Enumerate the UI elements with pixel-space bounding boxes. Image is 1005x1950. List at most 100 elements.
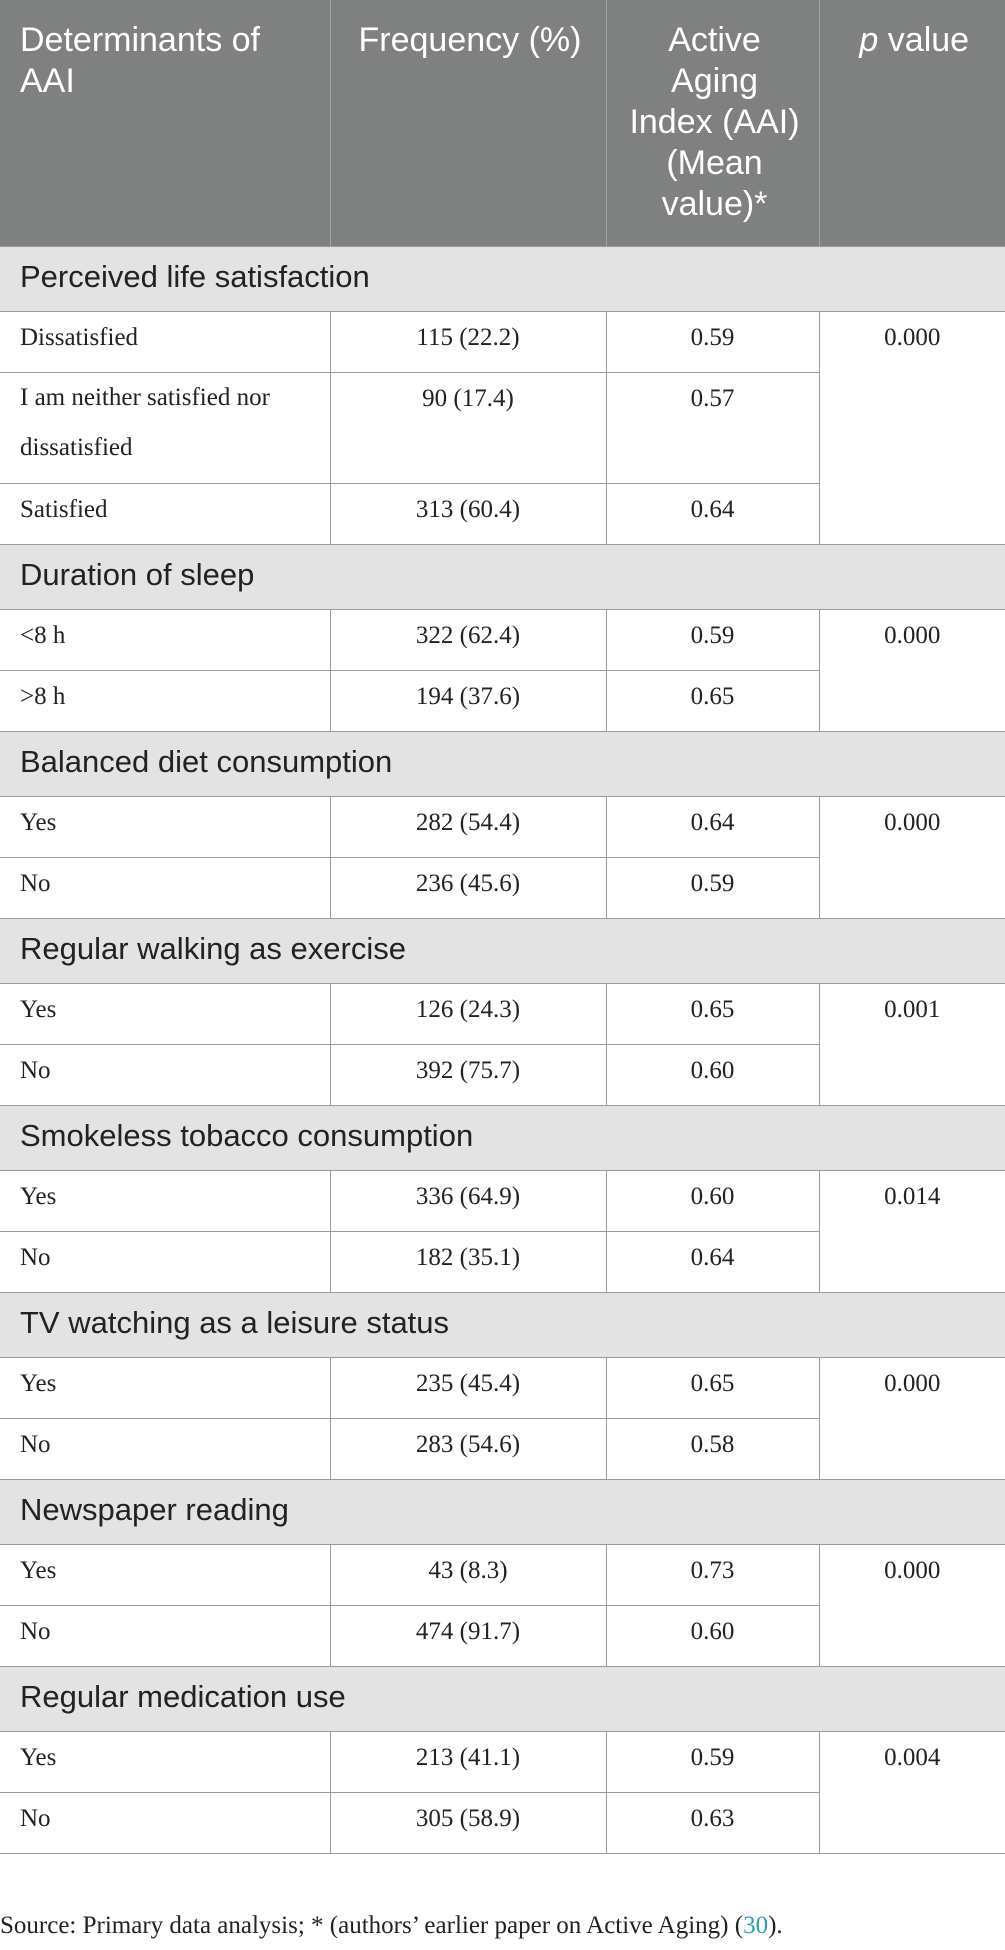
footnote-end: ). bbox=[768, 1912, 783, 1939]
row-label: I am neither satisfied nor dissatisfied bbox=[0, 371, 331, 484]
table-row: Dissatisfied 115 (22.2) 0.59 0.000 bbox=[0, 310, 1005, 545]
p-value-cell: 0.004 bbox=[818, 1730, 1005, 1854]
frequency-cell: 305 (58.9) bbox=[329, 1791, 607, 1854]
row-label: Yes bbox=[0, 795, 331, 858]
frequency-cell: 336 (64.9) bbox=[329, 1169, 607, 1232]
section-title: Duration of sleep bbox=[0, 543, 1005, 610]
frequency-cell: 126 (24.3) bbox=[329, 982, 607, 1045]
reference-link[interactable]: 30 bbox=[743, 1912, 769, 1939]
row-label: Yes bbox=[0, 1543, 331, 1606]
p-value-cell: 0.001 bbox=[818, 982, 1005, 1106]
frequency-cell: 235 (45.4) bbox=[329, 1356, 607, 1419]
section-title: Perceived life satisfaction bbox=[0, 245, 1005, 312]
frequency-cell: 115 (22.2) bbox=[329, 310, 607, 373]
aai-cell: 0.65 bbox=[605, 669, 820, 732]
p-value-cell: 0.014 bbox=[818, 1169, 1005, 1293]
aai-cell: 0.60 bbox=[605, 1604, 820, 1667]
table-row: Yes 43 (8.3) 0.73 0.000 bbox=[0, 1543, 1005, 1667]
frequency-cell: 283 (54.6) bbox=[329, 1417, 607, 1480]
table-row: No 236 (45.6) 0.59 bbox=[0, 856, 1005, 919]
section-header-row: Newspaper reading bbox=[0, 1478, 1005, 1545]
table-row: Yes 213 (41.1) 0.59 0.004 bbox=[0, 1730, 1005, 1854]
section-header-row: Balanced diet consumption bbox=[0, 730, 1005, 797]
aai-cell: 0.57 bbox=[605, 371, 820, 484]
aai-cell: 0.59 bbox=[605, 608, 820, 671]
row-label: Satisfied bbox=[0, 482, 331, 545]
section-header-row: Perceived life satisfaction bbox=[0, 245, 1005, 312]
aai-cell: 0.59 bbox=[605, 856, 820, 919]
frequency-cell: 282 (54.4) bbox=[329, 795, 607, 858]
aai-cell: 0.65 bbox=[605, 982, 820, 1045]
aai-cell: 0.59 bbox=[605, 310, 820, 373]
frequency-cell: 474 (91.7) bbox=[329, 1604, 607, 1667]
row-label: Dissatisfied bbox=[0, 310, 331, 373]
table-row: No 305 (58.9) 0.63 bbox=[0, 1791, 1005, 1854]
p-value-cell: 0.000 bbox=[818, 1543, 1005, 1667]
header-frequency: Frequency (%) bbox=[330, 0, 607, 246]
row-label: Yes bbox=[0, 1356, 331, 1419]
section-header-row: Duration of sleep bbox=[0, 543, 1005, 610]
aai-cell: 0.64 bbox=[605, 1230, 820, 1293]
frequency-cell: 43 (8.3) bbox=[329, 1543, 607, 1606]
section-header-row: TV watching as a leisure status bbox=[0, 1291, 1005, 1358]
aai-cell: 0.63 bbox=[605, 1791, 820, 1854]
header-aai: Active Aging Index (AAI) (Mean value)* bbox=[606, 0, 820, 246]
table-row: Yes 235 (45.4) 0.65 0.000 bbox=[0, 1356, 1005, 1480]
frequency-cell: 236 (45.6) bbox=[329, 856, 607, 919]
header-p-rest: value bbox=[878, 21, 970, 59]
header-p-value: p value bbox=[819, 0, 1005, 246]
row-label: No bbox=[0, 1604, 331, 1667]
frequency-cell: 194 (37.6) bbox=[329, 669, 607, 732]
p-value-cell: 0.000 bbox=[818, 795, 1005, 919]
aai-cell: 0.59 bbox=[605, 1730, 820, 1793]
aai-cell: 0.73 bbox=[605, 1543, 820, 1606]
row-label: >8 h bbox=[0, 669, 331, 732]
header-p-italic: p bbox=[859, 21, 879, 59]
table-row: I am neither satisfied nor dissatisfied 9… bbox=[0, 371, 1005, 484]
row-label: No bbox=[0, 856, 331, 919]
section-title: Smokeless tobacco consumption bbox=[0, 1104, 1005, 1171]
table-row: No 392 (75.7) 0.60 bbox=[0, 1043, 1005, 1106]
row-label: No bbox=[0, 1791, 331, 1854]
row-label: Yes bbox=[0, 1730, 331, 1793]
p-value-cell: 0.000 bbox=[818, 310, 1005, 545]
section-title: Regular walking as exercise bbox=[0, 917, 1005, 984]
section-title: Newspaper reading bbox=[0, 1478, 1005, 1545]
p-value-cell: 0.000 bbox=[818, 608, 1005, 732]
section-header-row: Regular medication use bbox=[0, 1665, 1005, 1732]
frequency-cell: 213 (41.1) bbox=[329, 1730, 607, 1793]
table-row: Yes 336 (64.9) 0.60 0.014 bbox=[0, 1169, 1005, 1293]
row-label: No bbox=[0, 1043, 331, 1106]
aai-cell: 0.65 bbox=[605, 1356, 820, 1419]
header-determinants: Determinants of AAI bbox=[0, 0, 331, 246]
row-label: <8 h bbox=[0, 608, 331, 671]
p-value-cell: 0.000 bbox=[818, 1356, 1005, 1480]
frequency-cell: 322 (62.4) bbox=[329, 608, 607, 671]
row-label: No bbox=[0, 1417, 331, 1480]
section-title: Balanced diet consumption bbox=[0, 730, 1005, 797]
determinants-table: Determinants of AAI Frequency (%) Active… bbox=[0, 0, 1005, 1854]
section-header-row: Smokeless tobacco consumption bbox=[0, 1104, 1005, 1171]
source-footnote: Source: Primary data analysis; * (author… bbox=[0, 1911, 783, 1941]
table-row: No 474 (91.7) 0.60 bbox=[0, 1604, 1005, 1667]
aai-cell: 0.64 bbox=[605, 795, 820, 858]
footnote-text: Source: Primary data analysis; * (author… bbox=[0, 1912, 744, 1939]
frequency-cell: 182 (35.1) bbox=[329, 1230, 607, 1293]
table-row: Yes 282 (54.4) 0.64 0.000 bbox=[0, 795, 1005, 919]
section-title: Regular medication use bbox=[0, 1665, 1005, 1732]
row-label: No bbox=[0, 1230, 331, 1293]
section-header-row: Regular walking as exercise bbox=[0, 917, 1005, 984]
header-row: Determinants of AAI Frequency (%) Active… bbox=[0, 0, 1005, 246]
table-row: Yes 126 (24.3) 0.65 0.001 bbox=[0, 982, 1005, 1106]
frequency-cell: 90 (17.4) bbox=[329, 371, 607, 484]
table-row: >8 h 194 (37.6) 0.65 bbox=[0, 669, 1005, 732]
section-title: TV watching as a leisure status bbox=[0, 1291, 1005, 1358]
table-row: Satisfied 313 (60.4) 0.64 bbox=[0, 482, 1005, 545]
row-label: Yes bbox=[0, 982, 331, 1045]
frequency-cell: 392 (75.7) bbox=[329, 1043, 607, 1106]
aai-cell: 0.58 bbox=[605, 1417, 820, 1480]
frequency-cell: 313 (60.4) bbox=[329, 482, 607, 545]
aai-cell: 0.60 bbox=[605, 1043, 820, 1106]
aai-cell: 0.60 bbox=[605, 1169, 820, 1232]
aai-cell: 0.64 bbox=[605, 482, 820, 545]
